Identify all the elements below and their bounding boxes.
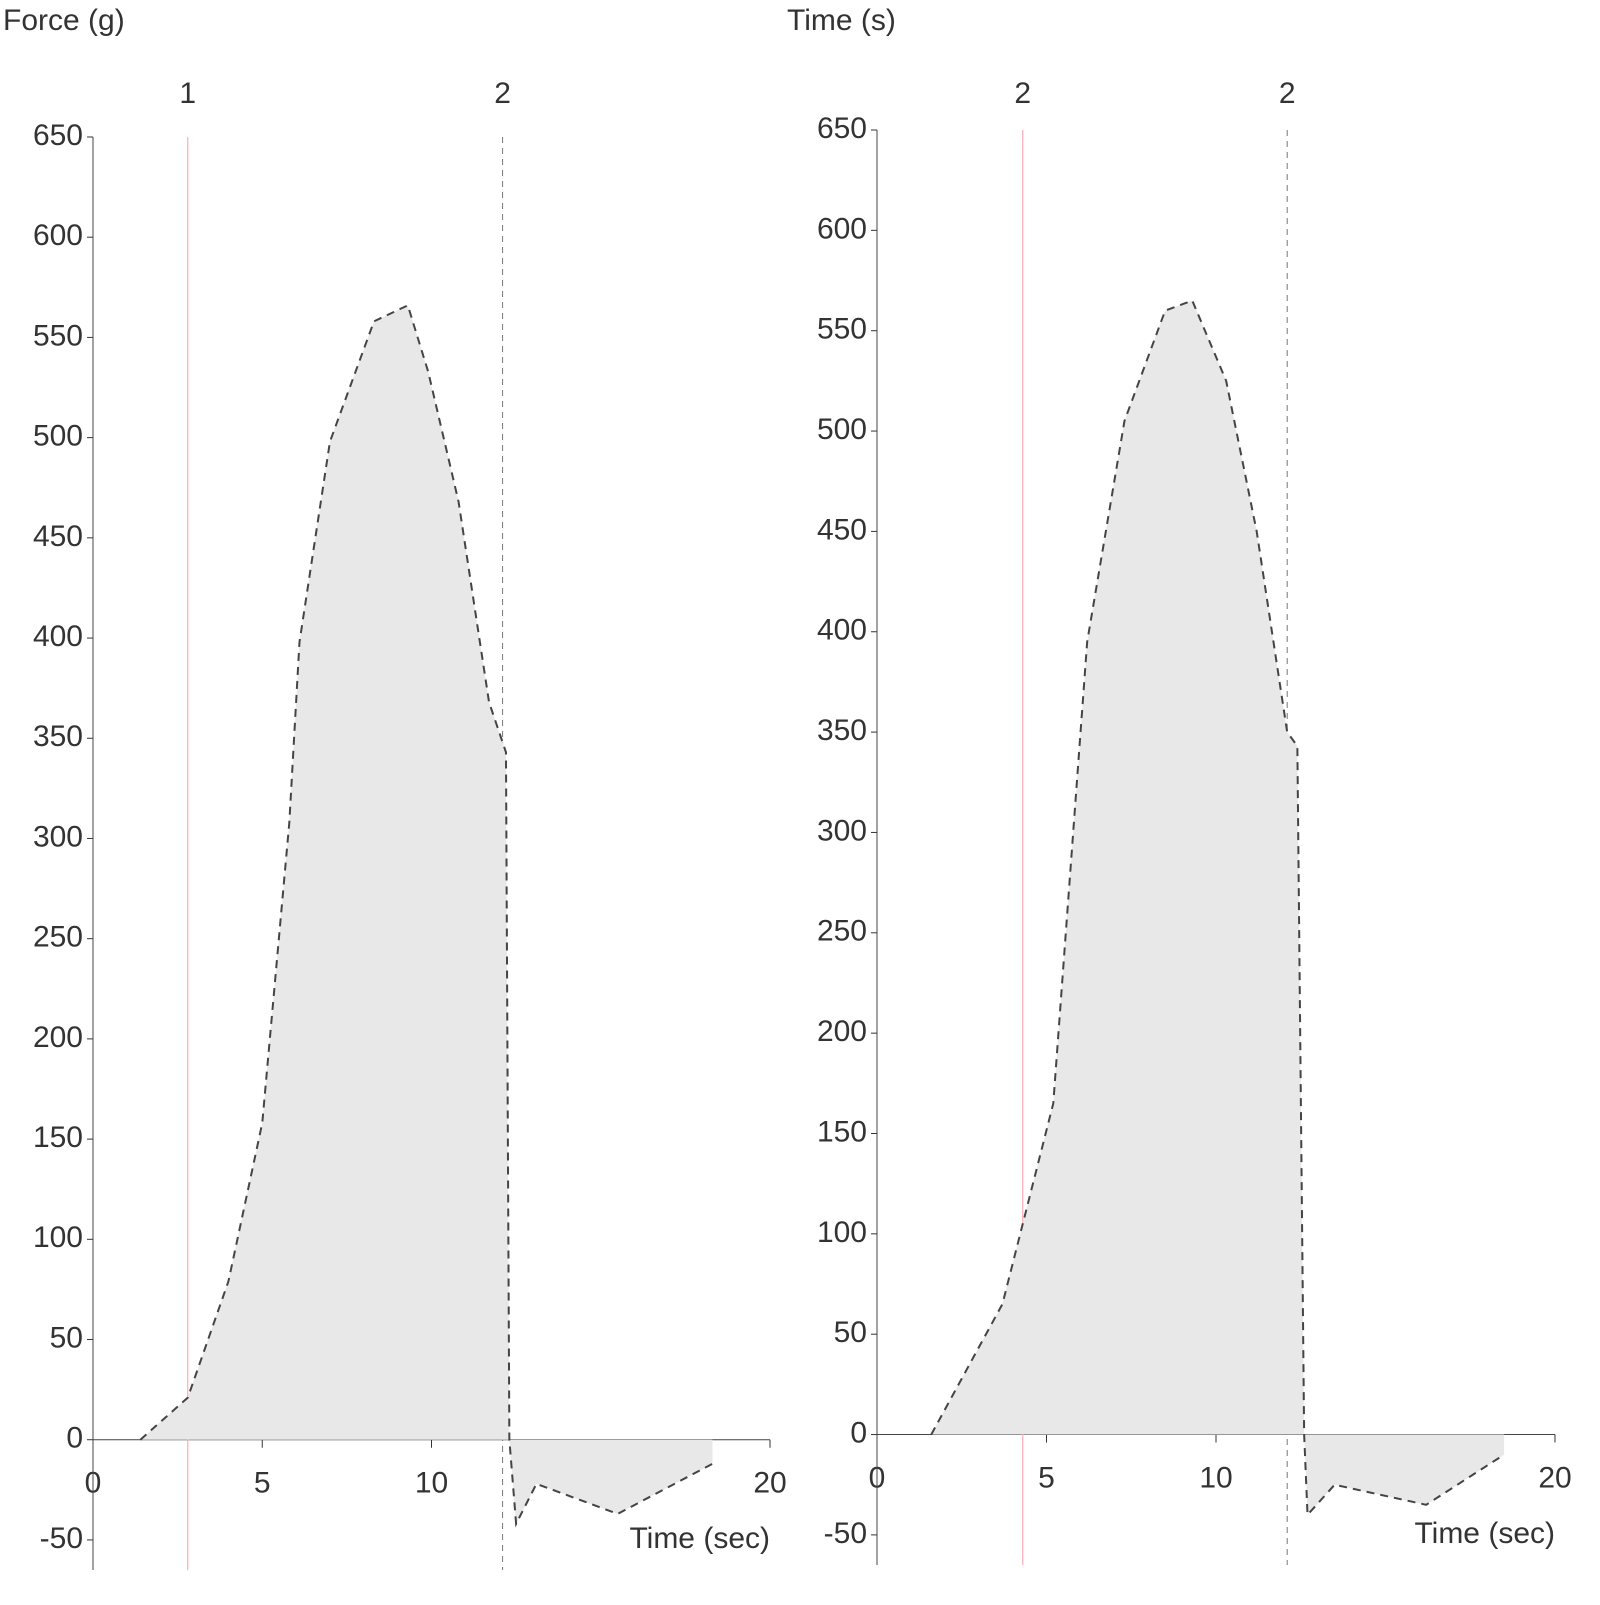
line [139,303,713,1528]
y-tick-label: 300 [33,820,83,853]
x-tick-label: 20 [753,1467,786,1500]
chart-title: Force (g) [3,4,125,37]
x-tick-label: 10 [1199,1461,1232,1494]
y-tick-label: 100 [817,1216,867,1249]
y-tick-label: 50 [834,1316,867,1349]
y-tick-label: 450 [817,513,867,546]
y-tick-label: 550 [33,319,83,352]
y-tick-label: 250 [33,921,83,954]
y-tick-label: 150 [817,1115,867,1148]
y-tick-label: 350 [33,720,83,753]
x-tick-label: 5 [254,1467,271,1500]
x-tick-label: 20 [1538,1461,1571,1494]
y-tick-label: 400 [33,620,83,653]
y-tick-label: 350 [817,714,867,747]
x-axis-label: Time (sec) [629,1522,770,1555]
y-tick-label: 50 [50,1321,83,1354]
y-tick-label: 650 [33,119,83,152]
y-tick-label: 200 [33,1021,83,1054]
y-tick-label: -50 [824,1517,867,1550]
y-tick-label: 400 [817,614,867,647]
y-tick-label: 200 [817,1015,867,1048]
y-tick-label: 300 [817,814,867,847]
area [140,305,713,1524]
area [931,300,1505,1515]
y-tick-label: 150 [33,1121,83,1154]
y-tick-label: 600 [33,219,83,252]
y-tick-label: 550 [817,313,867,346]
x-tick-label: 10 [415,1467,448,1500]
marker-label: 2 [1014,77,1031,110]
y-tick-label: 250 [817,915,867,948]
marker-label: 2 [494,77,511,110]
chart-title: Time (s) [787,4,896,37]
y-tick-label: 500 [817,413,867,446]
y-tick-label: 500 [33,420,83,453]
marker-label: 1 [179,77,196,110]
y-tick-label: 100 [33,1221,83,1254]
y-tick-label: 0 [66,1422,83,1455]
y-tick-label: 650 [817,112,867,145]
y-tick-label: 0 [850,1416,867,1449]
line [930,299,1505,1518]
y-tick-label: -50 [40,1522,83,1555]
y-tick-label: 600 [817,212,867,245]
y-tick-label: 450 [33,520,83,553]
x-axis-label: Time (sec) [1414,1517,1555,1550]
x-tick-label: 5 [1038,1461,1055,1494]
marker-label: 2 [1279,77,1296,110]
